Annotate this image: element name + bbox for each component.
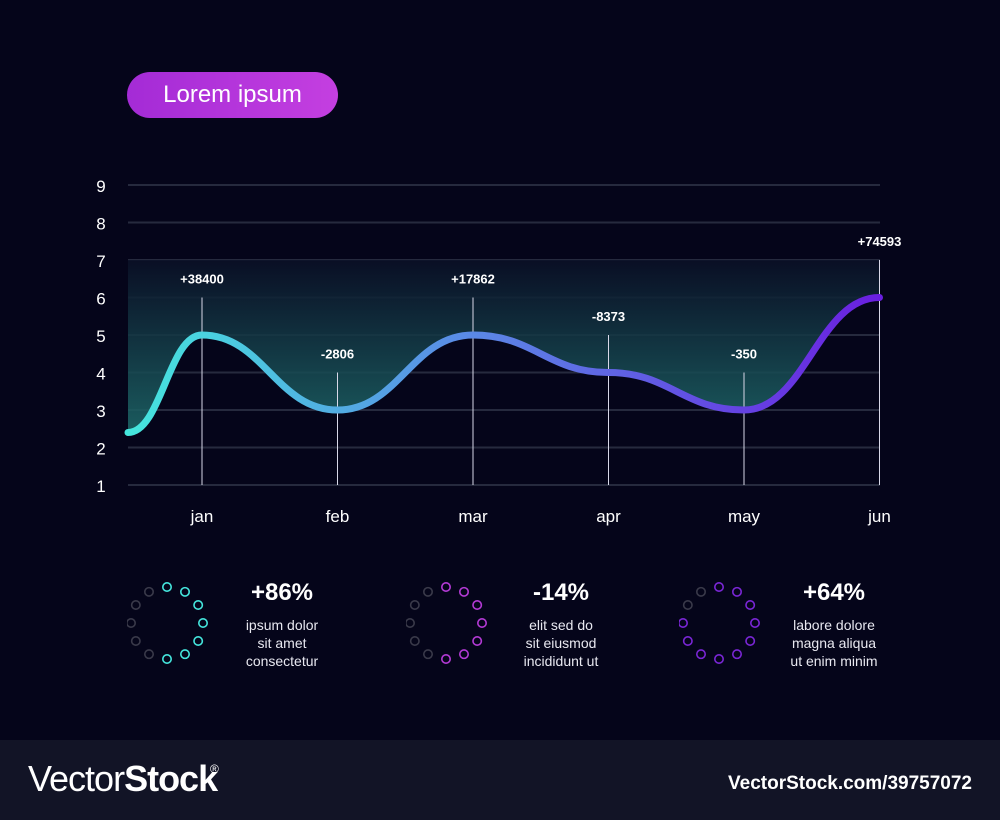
data-label: +38400 — [180, 272, 224, 287]
stat-description: elit sed do sit eiusmod incididunt ut — [500, 616, 622, 670]
stat-line: sit amet — [257, 635, 307, 651]
progress-dot — [679, 618, 688, 628]
progress-dot — [130, 635, 141, 646]
progress-dot — [179, 649, 190, 660]
progress-dot — [682, 599, 693, 610]
y-tick-label: 4 — [96, 365, 105, 384]
image-id: VectorStock.com/39757072 — [728, 773, 972, 794]
progress-dot — [472, 635, 483, 646]
stat-line: labore dolore — [793, 617, 875, 633]
stat-card: +86% ipsum dolor sit amet consectetur — [127, 575, 427, 685]
stat-card: +64% labore dolore magna aliqua ut enim … — [679, 575, 979, 685]
y-tick-label: 2 — [96, 440, 105, 459]
stat-line: incididunt ut — [523, 653, 599, 669]
progress-dot — [143, 649, 154, 660]
data-label: -8373 — [592, 309, 625, 324]
progress-dot — [713, 582, 724, 592]
progress-dot — [695, 649, 706, 660]
registered-mark: ® — [210, 762, 219, 776]
y-tick-label: 3 — [96, 402, 105, 421]
stat-description: ipsum dolor sit amet consectetur — [221, 616, 343, 670]
progress-dot — [458, 649, 469, 660]
progress-dot — [161, 654, 172, 665]
x-tick-label: jan — [190, 507, 214, 526]
progress-dot — [179, 586, 190, 597]
stat-card: -14% elit sed do sit eiusmod incididunt … — [406, 575, 706, 685]
progress-dot — [193, 635, 204, 646]
progress-dot — [458, 586, 469, 597]
progress-dot — [750, 617, 761, 628]
x-tick-label: jun — [867, 507, 891, 526]
stat-value: -14% — [532, 579, 590, 606]
stat-description: labore dolore magna aliqua ut enim minim — [773, 616, 895, 670]
x-tick-label: may — [728, 507, 761, 526]
stat-line: ipsum dolor — [245, 617, 319, 633]
title-badge: Lorem ipsum — [127, 72, 338, 118]
progress-dot — [745, 599, 756, 610]
y-tick-label: 8 — [96, 215, 105, 234]
progress-dot — [713, 654, 724, 665]
progress-dot — [406, 618, 415, 628]
stat-ring — [127, 582, 209, 665]
y-tick-label: 6 — [96, 290, 105, 309]
series-line — [124, 294, 883, 436]
stat-ring — [679, 582, 761, 665]
x-tick-label: mar — [458, 507, 488, 526]
progress-dot — [409, 635, 420, 646]
progress-dot — [161, 582, 172, 592]
data-label: -350 — [731, 347, 757, 362]
y-tick-label: 1 — [96, 477, 105, 496]
data-label: +17862 — [451, 272, 495, 287]
progress-dot — [198, 617, 209, 628]
stat-line: elit sed do — [529, 617, 593, 633]
progress-dot — [695, 586, 706, 597]
x-tick-label: apr — [596, 507, 621, 526]
x-tick-label: feb — [326, 507, 350, 526]
stat-value: +86% — [250, 579, 314, 606]
area-fill — [128, 260, 880, 433]
stat-value: +64% — [802, 579, 866, 606]
progress-dot — [682, 635, 693, 646]
progress-dot — [477, 617, 488, 628]
brand-logo: VectorStock — [28, 758, 218, 799]
stat-line: magna aliqua — [791, 635, 877, 651]
progress-dot — [193, 599, 204, 610]
progress-dot — [422, 649, 433, 660]
progress-dot — [422, 586, 433, 597]
stat-line: consectetur — [245, 653, 319, 669]
stat-line: sit eiusmod — [525, 635, 597, 651]
progress-dot — [143, 586, 154, 597]
progress-dot — [745, 635, 756, 646]
y-tick-label: 5 — [96, 327, 105, 346]
y-tick-label: 7 — [96, 252, 105, 271]
progress-dot — [130, 599, 141, 610]
progress-dot — [472, 599, 483, 610]
progress-dot — [440, 582, 451, 592]
data-label: +74593 — [858, 234, 902, 249]
progress-dot — [731, 586, 742, 597]
stat-line: ut enim minim — [790, 653, 878, 669]
stat-ring — [406, 582, 488, 665]
data-label: -2806 — [321, 347, 354, 362]
progress-dot — [409, 599, 420, 610]
progress-dot — [731, 649, 742, 660]
y-tick-label: 9 — [96, 177, 105, 196]
footer-bar: VectorStock ® VectorStock.com/39757072 — [0, 740, 1000, 820]
progress-dot — [440, 654, 451, 665]
progress-dot — [127, 618, 136, 628]
